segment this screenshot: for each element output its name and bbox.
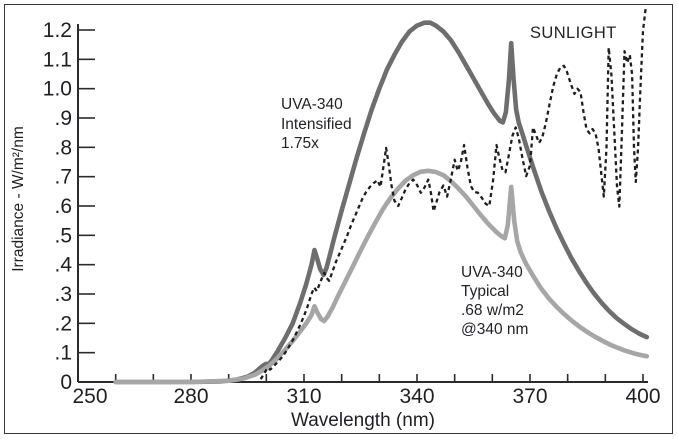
annotation-line: 1.75x — [281, 135, 319, 152]
y-tick-label: .9 — [54, 107, 72, 130]
annotation-sunlight: SUNLIGHT — [530, 24, 617, 42]
annotation-uva340-typical: UVA-340 Typical .68 w/m2 @340 nm — [461, 263, 528, 339]
x-tick-label: 340 — [399, 385, 434, 408]
x-tick-label: 250 — [72, 385, 107, 408]
x-tick-label: 280 — [173, 385, 208, 408]
annotation-uva340-intensified: UVA-340 Intensified 1.75x — [281, 95, 352, 154]
y-tick-label: 0 — [60, 371, 72, 394]
y-tick-label: .7 — [54, 166, 72, 189]
y-tick-label: .2 — [54, 312, 72, 335]
y-tick-label: .3 — [54, 283, 72, 306]
y-tick-label: .4 — [54, 254, 72, 277]
x-axis-title: Wavelength (nm) — [291, 410, 435, 431]
y-tick-label: .6 — [54, 195, 72, 218]
y-tick-label: 1.0 — [43, 78, 72, 101]
x-tick-label: 310 — [286, 385, 321, 408]
series-uva-340-intensified-1-75x-line — [113, 20, 650, 385]
x-tick-label: 400 — [625, 385, 660, 408]
y-tick-label: 1.2 — [43, 19, 72, 42]
y-tick-label: .1 — [54, 342, 72, 365]
series-sunlight-line — [259, 8, 647, 380]
y-tick-label: 1.1 — [43, 48, 72, 71]
annotation-line: @340 nm — [461, 321, 529, 338]
series-uva-340-typical-68-w-m2-340-nm-line — [113, 168, 650, 385]
annotation-line: UVA-340 — [461, 264, 523, 281]
y-tick-label: .8 — [54, 136, 72, 159]
y-tick-label: .5 — [54, 224, 72, 247]
annotation-line: .68 w/m2 — [461, 302, 524, 319]
x-tick-label: 370 — [512, 385, 547, 408]
annotation-line: UVA-340 — [281, 96, 343, 113]
annotation-line: Typical — [461, 283, 510, 300]
annotation-line: Intensified — [281, 115, 352, 133]
y-axis-title: Irradiance - W/m²/nm — [10, 126, 27, 272]
